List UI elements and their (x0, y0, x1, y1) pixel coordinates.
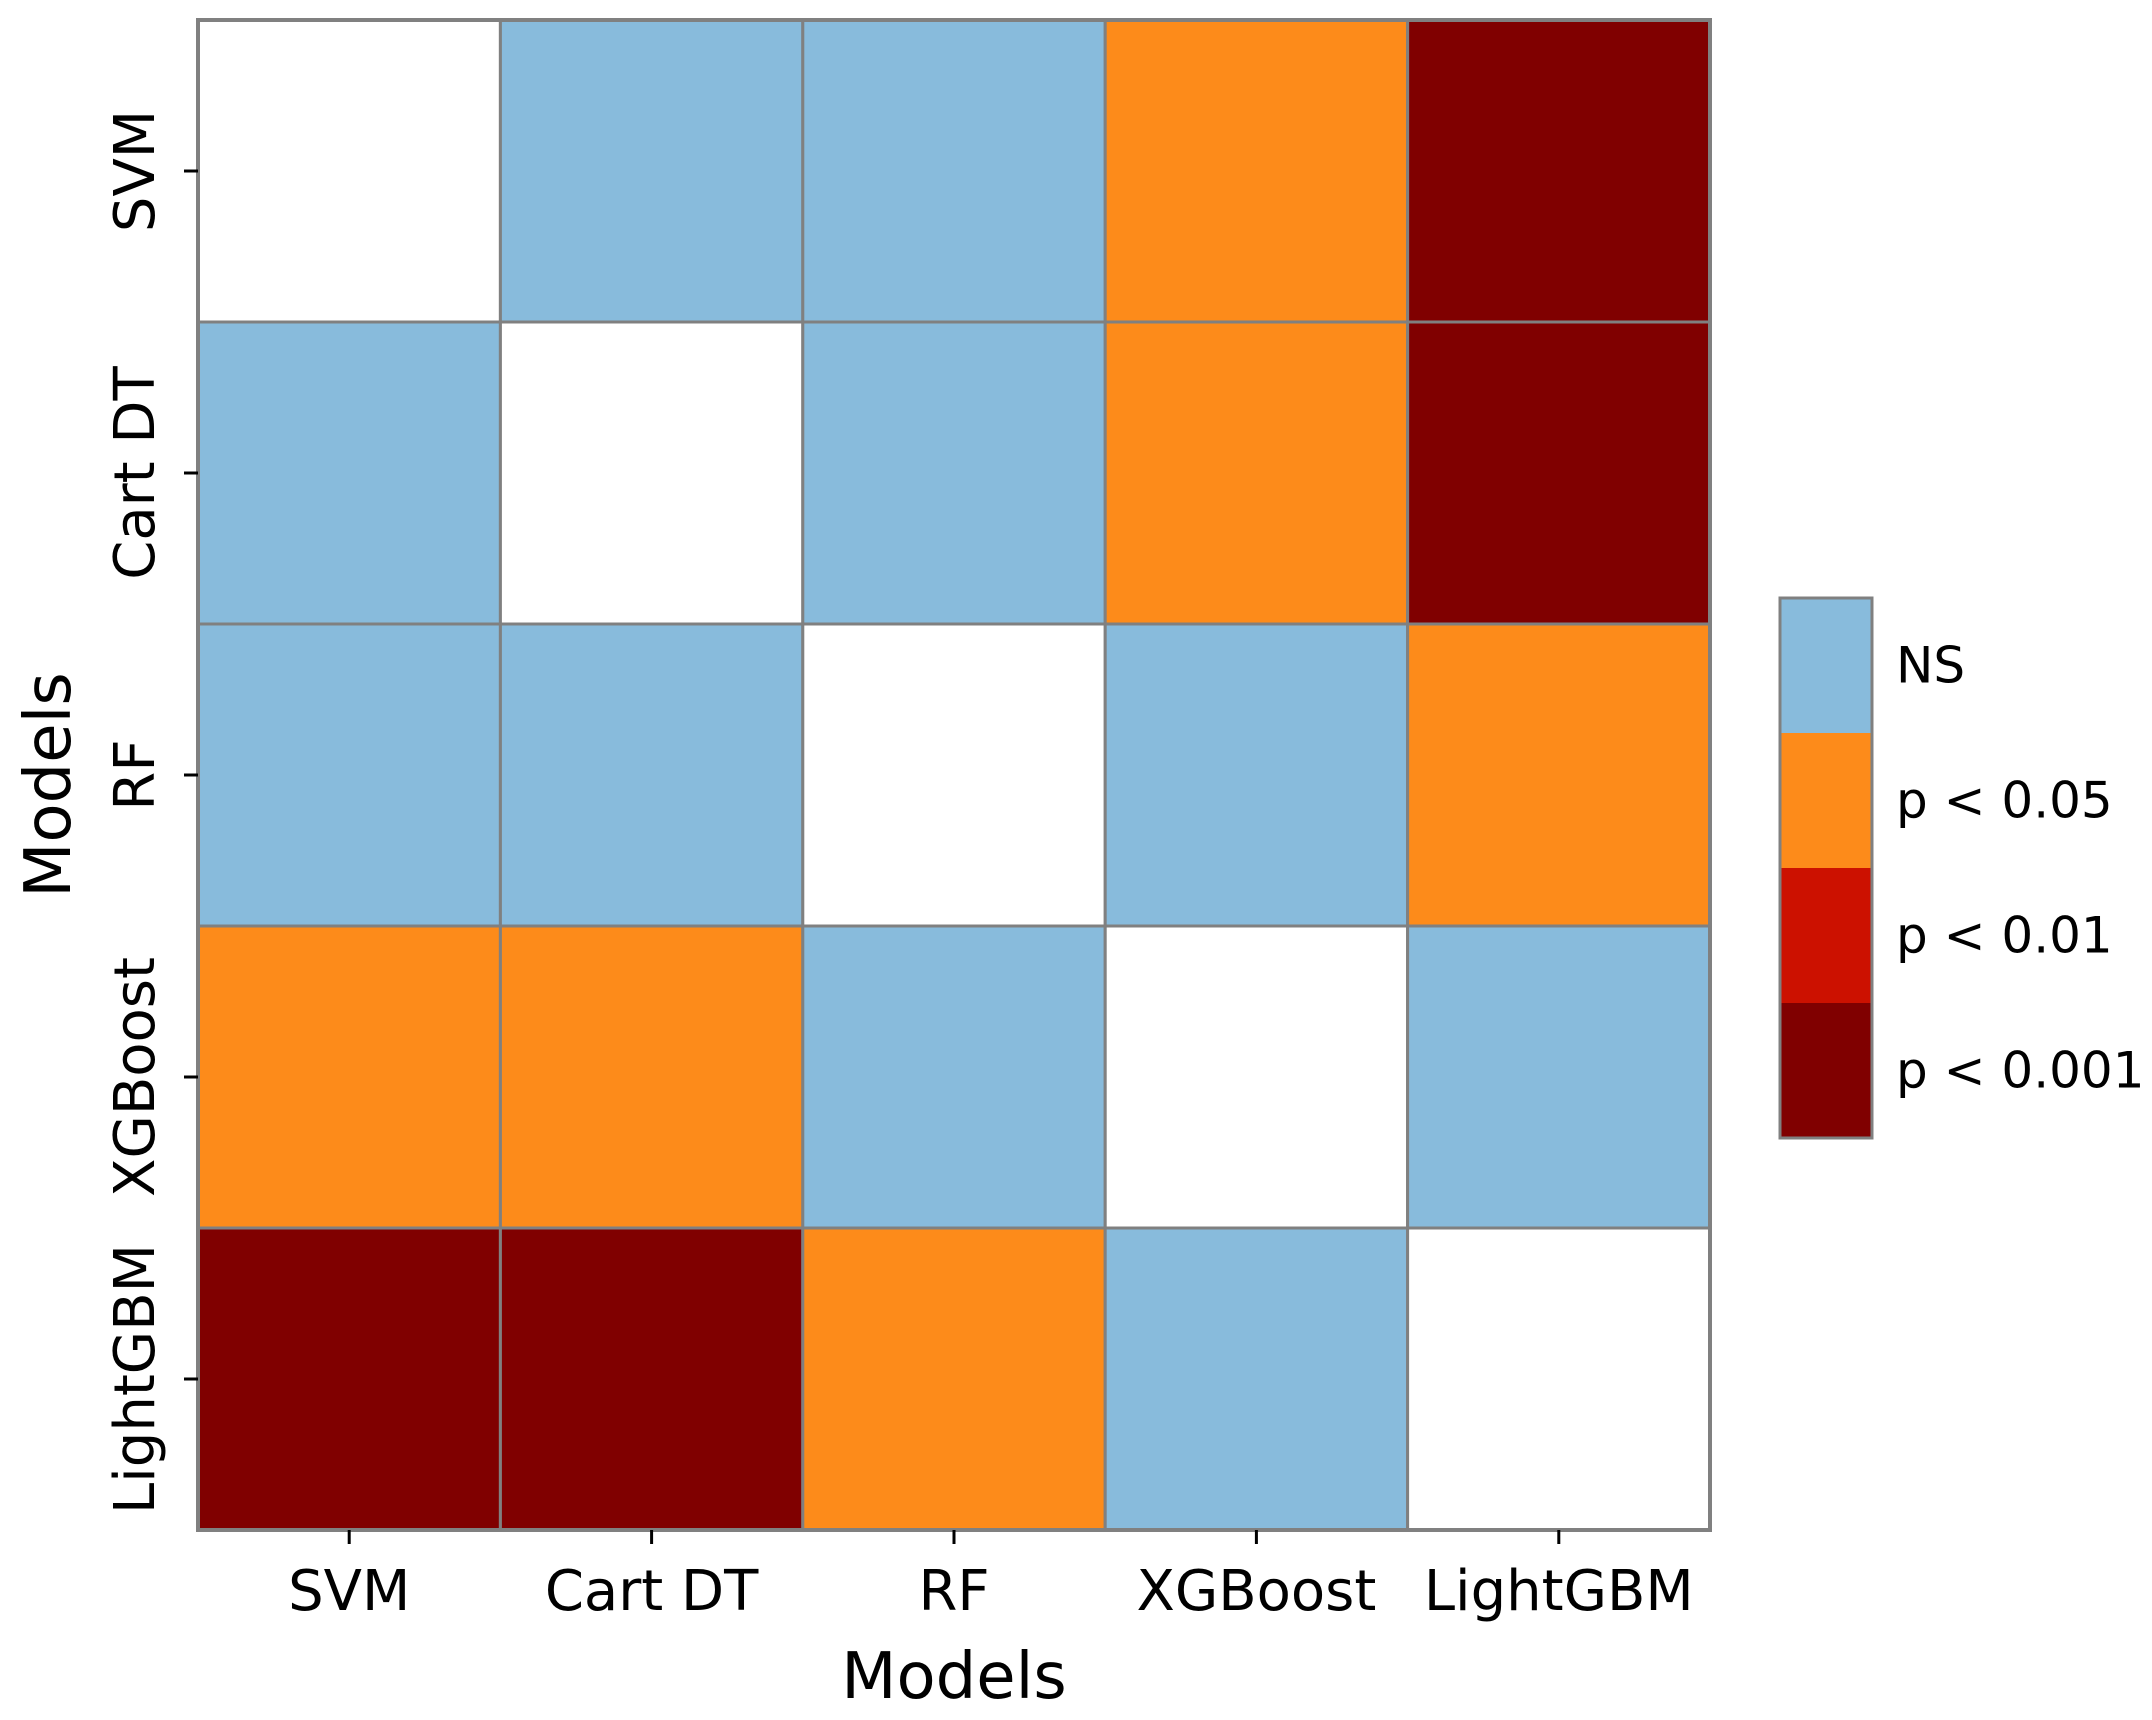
heatmap-cell-0-0 (196, 18, 502, 324)
legend-label: p < 0.05 (1896, 772, 2113, 830)
heatmap-cell-4-4 (1406, 1226, 1712, 1532)
legend: NS p < 0.05 p < 0.01 p < 0.001 (1778, 596, 2145, 1140)
legend-label: p < 0.001 (1896, 1042, 2145, 1100)
y-axis-ticks: SVM Cart DT RF XGBoost LightGBM (103, 110, 198, 1514)
legend-swatch (1780, 733, 1872, 868)
x-axis-label: Models (841, 1640, 1067, 1714)
legend-swatch (1780, 868, 1872, 1003)
heatmap-cell-1-2 (801, 320, 1107, 626)
legend-swatch (1780, 598, 1872, 733)
x-axis-ticks: SVM Cart DT RF XGBoost LightGBM (288, 1530, 1694, 1624)
heatmap-cell-4-3 (1103, 1226, 1410, 1532)
heatmap-cell-3-2 (801, 924, 1107, 1230)
legend-swatch (1780, 1003, 1872, 1138)
x-tick-label: LightGBM (1424, 1559, 1694, 1624)
y-tick-label: LightGBM (103, 1244, 168, 1514)
heatmap-cell-2-4 (1406, 622, 1712, 928)
heatmap-cell-0-4 (1406, 18, 1712, 324)
heatmap-cell-4-2 (801, 1226, 1107, 1532)
x-tick-label: XGBoost (1136, 1559, 1376, 1624)
heatmap-cell-3-0 (196, 924, 502, 1230)
x-tick-label: Cart DT (545, 1559, 759, 1624)
heatmap-cell-2-1 (498, 622, 805, 928)
legend-frame (1778, 596, 1874, 1140)
heatmap-cell-3-3 (1103, 924, 1410, 1230)
heatmap-cell-0-2 (801, 18, 1107, 324)
y-tick-label: Cart DT (103, 365, 168, 579)
y-axis-label: Models (12, 672, 86, 898)
heatmap-cells (196, 18, 1712, 1532)
heatmap-cell-3-1 (498, 924, 805, 1230)
heatmap-cell-1-3 (1103, 320, 1410, 626)
legend-label: p < 0.01 (1896, 907, 2113, 965)
heatmap-cell-2-3 (1103, 622, 1410, 928)
heatmap-cell-1-4 (1406, 320, 1712, 626)
y-tick-label: XGBoost (103, 957, 168, 1197)
heatmap-cell-2-0 (196, 622, 502, 928)
heatmap-cell-0-1 (498, 18, 805, 324)
heatmap-cell-1-1 (498, 320, 805, 626)
x-tick-label: RF (918, 1559, 989, 1624)
heatmap-cell-2-2 (801, 622, 1107, 928)
heatmap-cell-1-0 (196, 320, 502, 626)
heatmap-cell-4-0 (196, 1226, 502, 1532)
legend-label: NS (1896, 637, 1965, 695)
y-tick-label: SVM (103, 110, 168, 232)
heatmap-cell-3-4 (1406, 924, 1712, 1230)
heatmap-cell-0-3 (1103, 18, 1410, 324)
x-tick-label: SVM (288, 1559, 410, 1624)
heatmap-cell-4-1 (498, 1226, 805, 1532)
y-tick-label: RF (103, 739, 168, 810)
